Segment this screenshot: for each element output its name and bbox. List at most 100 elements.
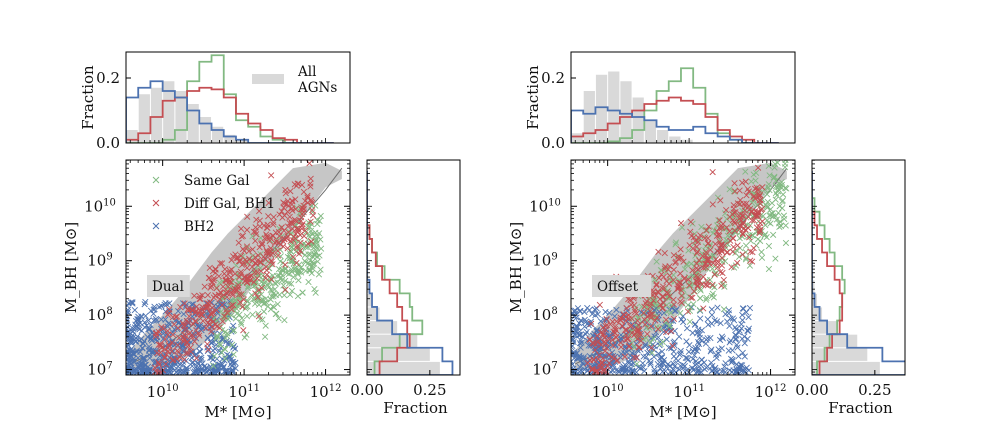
diff-gal-point (628, 315, 635, 322)
diff-gal-point (270, 214, 277, 221)
diff-gal-point (720, 276, 727, 284)
diff-gal-point (280, 243, 287, 250)
x-tick-label: 1011 (228, 383, 260, 401)
diff-gal-point (253, 216, 260, 223)
diff-gal-point (256, 217, 263, 224)
bh2-point (605, 344, 612, 351)
same-gal-point (779, 191, 787, 198)
diff-gal-point (273, 238, 280, 245)
bh2-point (677, 347, 684, 355)
diff-gal-point (168, 348, 175, 355)
diff-gal-point (659, 283, 667, 290)
diff-gal-point (617, 343, 625, 351)
diff-gal-point (209, 268, 217, 275)
diff-gal-point (686, 282, 693, 289)
diff-gal-point (606, 359, 613, 367)
same-gal-point (231, 327, 238, 334)
same-gal-point (703, 294, 710, 302)
diff-gal-point (600, 368, 607, 375)
diff-gal-point (171, 321, 178, 328)
diff-gal-point (611, 325, 619, 333)
bh2-point (582, 331, 589, 338)
diff-gal-point (699, 252, 706, 260)
bh2-point (166, 368, 173, 375)
diff-gal-point (204, 303, 211, 310)
diff-gal-point (292, 230, 299, 238)
same-gal-point (299, 289, 306, 296)
bh2-point (647, 361, 654, 368)
diff-gal-point (693, 249, 700, 257)
diff-gal-point (641, 303, 648, 310)
same-gal-point (743, 214, 750, 221)
all-agn-side-bar (812, 348, 868, 361)
diff-gal-point (626, 342, 633, 350)
diff-gal-point (623, 305, 630, 312)
same-gal-point (770, 174, 777, 181)
panel-tag-label: Offset (597, 279, 639, 295)
top-y-axis-title: Fraction (79, 65, 97, 130)
bh2-point (739, 311, 746, 319)
bh2-point (612, 342, 619, 349)
diff-gal-point (254, 275, 261, 282)
diff-gal-point (241, 247, 248, 255)
bh2-point (175, 308, 182, 315)
diff-gal-point (162, 360, 169, 368)
same-gal-point (774, 123, 780, 129)
same-gal-point (261, 279, 268, 286)
same-gal-point (643, 334, 650, 342)
all-agn-side-bar (367, 334, 418, 348)
all-agn-side-bar (367, 348, 430, 361)
same-gal-point (742, 168, 749, 175)
diff-gal-point (619, 322, 626, 329)
diff-gal-point (705, 239, 712, 247)
bh2-point (638, 309, 645, 316)
same-gal-point (779, 197, 786, 204)
diff-gal-point (252, 231, 260, 238)
bh2-point (127, 299, 135, 306)
diff-gal-point (207, 284, 214, 291)
bh2-point (198, 354, 205, 361)
same-gal-point (653, 302, 660, 309)
bh2-point (145, 343, 153, 350)
diff-gal-point (750, 244, 757, 252)
bh2-point (733, 341, 740, 349)
diff-gal-point (199, 311, 206, 318)
diff-gal-point (756, 229, 763, 237)
diff-gal-point (621, 353, 629, 360)
same-gal-point (260, 308, 268, 315)
bh2-point (684, 356, 691, 364)
diff-gal-point (284, 208, 291, 215)
diff-gal-point (255, 252, 262, 259)
diff-gal-point (666, 263, 673, 270)
diff-gal-point (278, 224, 285, 231)
bh2-point (576, 368, 583, 375)
diff-gal-point (644, 330, 651, 338)
bh2-point (735, 368, 742, 375)
diff-gal-point (217, 260, 224, 267)
bh2-point (651, 366, 658, 373)
diff-gal-point (731, 180, 738, 187)
bh2-point (578, 368, 586, 375)
same-gal-point (296, 261, 303, 268)
diff-gal-point (297, 239, 304, 246)
diff-gal-point (249, 263, 256, 271)
same-gal-point (686, 293, 693, 300)
diff-gal-point (736, 187, 743, 194)
diff-gal-point (219, 293, 226, 300)
bh2-point (201, 363, 208, 370)
bh2-point (695, 339, 702, 346)
same-gal-point (774, 160, 781, 166)
diff-gal-point (179, 320, 187, 327)
bh2-point (142, 312, 149, 320)
diff-gal-point (670, 277, 677, 284)
same-gal-point (262, 322, 269, 329)
bh2-point (133, 347, 141, 354)
bh2-point (166, 308, 173, 315)
diff-gal-point (270, 221, 277, 228)
same-gal-point (216, 341, 223, 348)
same-gal-point (288, 287, 296, 295)
diff-gal-point (634, 317, 641, 324)
same-gal-point (236, 280, 243, 287)
same-gal-point (285, 280, 293, 287)
same-gal-point (783, 185, 790, 192)
